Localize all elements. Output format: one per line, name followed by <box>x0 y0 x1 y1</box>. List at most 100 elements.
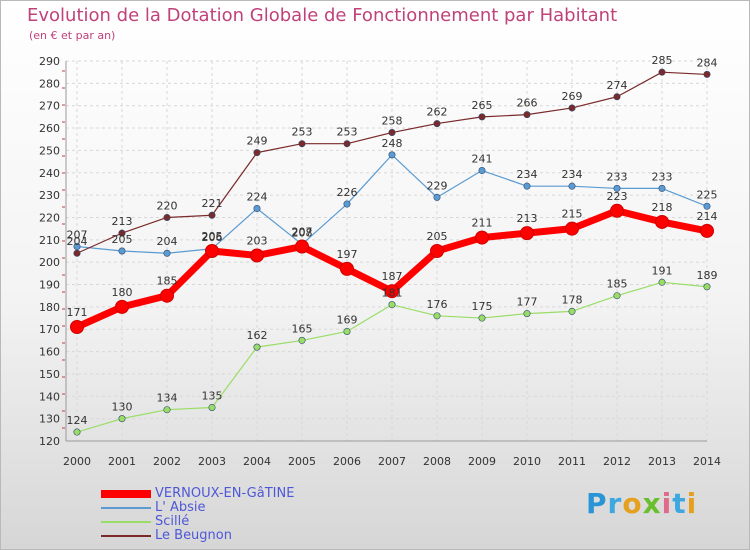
data-point-l-absie <box>433 193 441 201</box>
legend-swatch <box>101 521 151 523</box>
data-label-l-absie: 226 <box>337 186 358 199</box>
data-label-vernoux-en-gatine: 211 <box>472 217 493 230</box>
data-label-l-absie: 248 <box>382 137 403 150</box>
chart-subtitle: (en € et par an) <box>29 29 116 42</box>
logo-letter: P <box>586 487 608 520</box>
point-layer <box>70 68 714 436</box>
data-label-scille: 177 <box>517 296 538 309</box>
data-label-l-absie: 233 <box>607 170 628 183</box>
logo-letter: x <box>642 487 662 520</box>
data-point-scille <box>658 278 666 286</box>
y-tick-label: 160 <box>39 346 60 359</box>
data-point-le-beugnon <box>343 140 351 148</box>
x-tick-label: 2002 <box>153 455 181 468</box>
x-tick-label: 2005 <box>288 455 316 468</box>
y-tick-label: 240 <box>39 167 60 180</box>
data-label-l-absie: 207 <box>67 229 88 242</box>
data-label-le-beugnon: 262 <box>427 106 448 119</box>
x-tick-label: 2014 <box>693 455 721 468</box>
data-label-l-absie: 233 <box>652 170 673 183</box>
data-point-l-absie <box>343 200 351 208</box>
legend: VERNOUX-EN-GâTINE L' Absie Scillé Le Beugno… <box>101 487 294 543</box>
data-label-l-absie: 234 <box>562 168 583 181</box>
data-point-scille <box>433 312 441 320</box>
data-point-l-absie <box>523 182 531 190</box>
data-point-scille <box>613 292 621 300</box>
data-label-le-beugnon: 265 <box>472 99 493 112</box>
data-label-le-beugnon: 249 <box>247 135 268 148</box>
x-tick-label: 2007 <box>378 455 406 468</box>
data-label-scille: 176 <box>427 298 448 311</box>
logo-letter: r <box>607 487 623 520</box>
data-point-l-absie <box>118 247 126 255</box>
data-label-scille: 124 <box>67 414 88 427</box>
x-tick-label: 2010 <box>513 455 541 468</box>
logo-letter: i <box>686 487 698 520</box>
data-point-vernoux-en-gatine <box>70 320 84 334</box>
data-point-vernoux-en-gatine <box>475 230 489 245</box>
data-point-vernoux-en-gatine <box>700 223 714 238</box>
data-point-le-beugnon <box>523 111 531 119</box>
data-point-le-beugnon <box>658 68 666 76</box>
data-label-le-beugnon: 269 <box>562 90 583 103</box>
data-point-vernoux-en-gatine <box>520 226 534 241</box>
data-point-l-absie <box>613 184 621 192</box>
data-point-l-absie <box>568 182 576 190</box>
legend-item-le-beugnon: Le Beugnon <box>101 529 294 543</box>
data-label-le-beugnon: 221 <box>202 197 223 210</box>
data-label-scille: 178 <box>562 293 583 306</box>
proxiti-logo: Proxiti <box>586 487 697 520</box>
data-label-l-absie: 234 <box>517 168 538 181</box>
y-tick-label: 270 <box>39 100 60 113</box>
x-tick-label: 2000 <box>63 455 91 468</box>
data-point-vernoux-en-gatine <box>385 284 399 299</box>
y-tick-label: 200 <box>39 256 60 269</box>
data-label-scille: 169 <box>337 313 358 326</box>
data-label-vernoux-en-gatine: 205 <box>202 230 223 243</box>
data-label-vernoux-en-gatine: 207 <box>292 226 313 239</box>
legend-item-vernoux-en-gatine: VERNOUX-EN-GâTINE <box>101 487 294 501</box>
chart-title: Evolution de la Dotation Globale de Fonc… <box>27 5 618 26</box>
data-label-le-beugnon: 284 <box>697 56 718 69</box>
data-point-vernoux-en-gatine <box>115 299 129 314</box>
data-label-l-absie: 224 <box>247 191 268 204</box>
data-point-l-absie <box>703 202 711 210</box>
data-point-le-beugnon <box>478 113 486 121</box>
data-point-le-beugnon <box>298 140 306 148</box>
legend-swatch <box>101 507 151 509</box>
x-tick-label: 2013 <box>648 455 676 468</box>
data-label-scille: 134 <box>157 392 178 405</box>
y-tick-label: 180 <box>39 301 60 314</box>
data-point-l-absie <box>73 243 81 251</box>
legend-label: L' Absie <box>155 500 206 515</box>
data-point-vernoux-en-gatine <box>610 203 624 218</box>
data-point-vernoux-en-gatine <box>430 244 444 258</box>
data-point-le-beugnon <box>433 120 441 128</box>
x-tick-label: 2003 <box>198 455 226 468</box>
legend-item-l-absie: L' Absie <box>101 501 294 515</box>
data-point-le-beugnon <box>388 129 396 137</box>
data-point-l-absie <box>253 205 261 213</box>
data-label-l-absie: 229 <box>427 179 448 192</box>
logo-letter: t <box>672 487 687 520</box>
grid-layer <box>66 60 708 441</box>
data-label-scille: 185 <box>607 278 628 291</box>
y-tick-label: 170 <box>39 323 60 336</box>
data-point-vernoux-en-gatine <box>565 221 579 236</box>
data-label-scille: 175 <box>472 300 493 313</box>
data-label-le-beugnon: 253 <box>292 126 313 139</box>
data-label-vernoux-en-gatine: 197 <box>337 248 358 261</box>
data-label-vernoux-en-gatine: 223 <box>607 190 628 203</box>
legend-label: Scillé <box>155 514 190 529</box>
legend-swatch <box>101 490 151 498</box>
y-tick-label: 140 <box>39 390 60 403</box>
data-label-scille: 165 <box>292 322 313 335</box>
data-point-scille <box>703 283 711 291</box>
data-point-scille <box>298 336 306 344</box>
data-label-vernoux-en-gatine: 203 <box>247 234 268 247</box>
x-tick-label: 2009 <box>468 455 496 468</box>
data-point-vernoux-en-gatine <box>205 244 219 258</box>
data-point-le-beugnon <box>163 213 171 221</box>
data-point-scille <box>208 403 216 411</box>
